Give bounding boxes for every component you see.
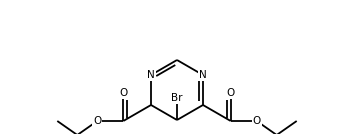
- Text: N: N: [199, 70, 207, 80]
- Text: O: O: [93, 116, 102, 126]
- Text: O: O: [119, 88, 127, 98]
- Text: O: O: [227, 88, 235, 98]
- Text: O: O: [252, 116, 261, 126]
- Text: Br: Br: [171, 93, 183, 103]
- Text: N: N: [147, 70, 155, 80]
